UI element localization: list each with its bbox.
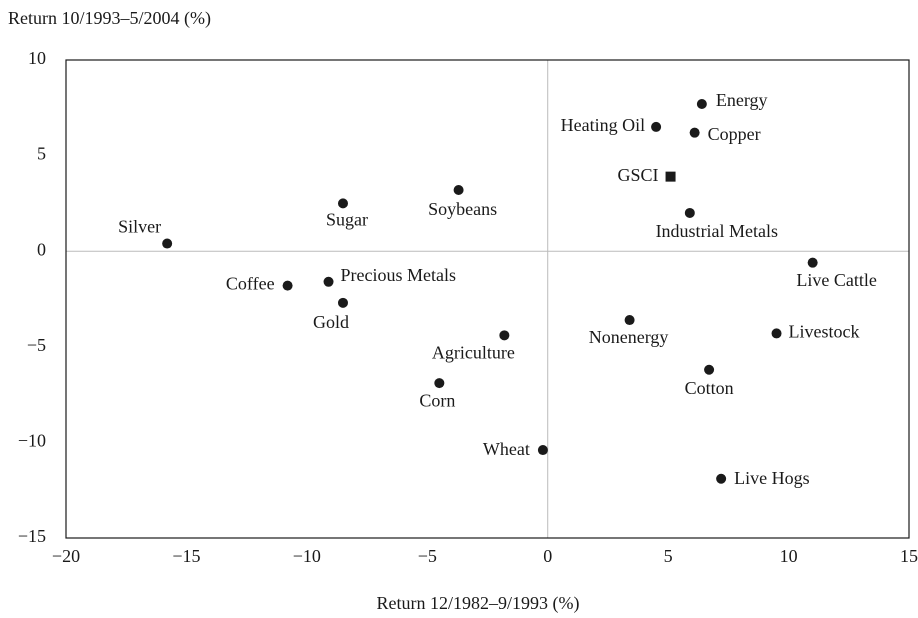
x-tick-label: −15	[172, 546, 200, 566]
point	[499, 330, 510, 341]
y-tick-label: −5	[27, 335, 46, 355]
point	[323, 276, 334, 287]
point-label: Precious Metals	[341, 265, 456, 285]
point	[716, 473, 727, 484]
plot-frame	[65, 59, 910, 539]
point	[337, 198, 348, 209]
point-label: Energy	[716, 90, 768, 110]
y-tick-label: −10	[18, 431, 46, 451]
point-label: GSCI	[618, 165, 659, 185]
point-label: Sugar	[326, 210, 368, 230]
x-tick-label: −10	[293, 546, 321, 566]
y-tick-label: 10	[28, 48, 46, 68]
y-tick-label: −15	[18, 526, 46, 546]
x-tick-label: 0	[543, 546, 552, 566]
x-tick-label: 10	[780, 546, 798, 566]
point-label: Wheat	[483, 439, 530, 459]
point-label: Livestock	[789, 322, 860, 342]
point-label: Nonenergy	[589, 327, 669, 347]
point-label: Heating Oil	[561, 115, 645, 135]
point-label: Agriculture	[432, 342, 515, 362]
x-axis-title: Return 12/1982–9/1993 (%)	[377, 593, 580, 614]
point	[282, 280, 293, 291]
point	[651, 121, 662, 132]
point-label: Live Cattle	[796, 270, 876, 290]
y-tick-label: 0	[37, 239, 46, 259]
point	[453, 185, 464, 196]
point-label: Soybeans	[428, 199, 497, 219]
point	[624, 315, 635, 326]
point	[537, 445, 548, 456]
x-tick-label: −20	[52, 546, 80, 566]
y-tick-label: 5	[37, 144, 46, 164]
point-label: Cotton	[685, 378, 734, 398]
point-label: Silver	[118, 217, 161, 237]
point	[771, 328, 782, 339]
point	[162, 238, 173, 249]
point	[684, 207, 695, 218]
point	[434, 378, 445, 389]
point	[689, 127, 700, 138]
point-label: Corn	[419, 390, 455, 410]
point	[704, 364, 715, 375]
point	[337, 297, 348, 308]
point	[665, 171, 676, 182]
point-label: Gold	[313, 312, 349, 332]
point-label: Industrial Metals	[656, 221, 778, 241]
point-label: Live Hogs	[734, 468, 810, 488]
point	[807, 257, 818, 268]
x-tick-label: 5	[664, 546, 673, 566]
point-label: Coffee	[226, 274, 275, 294]
point	[696, 98, 707, 109]
point-label: Copper	[708, 124, 761, 144]
x-tick-label: −5	[418, 546, 437, 566]
x-tick-label: 15	[900, 546, 918, 566]
y-axis-title: Return 10/1993–5/2004 (%)	[8, 8, 211, 29]
